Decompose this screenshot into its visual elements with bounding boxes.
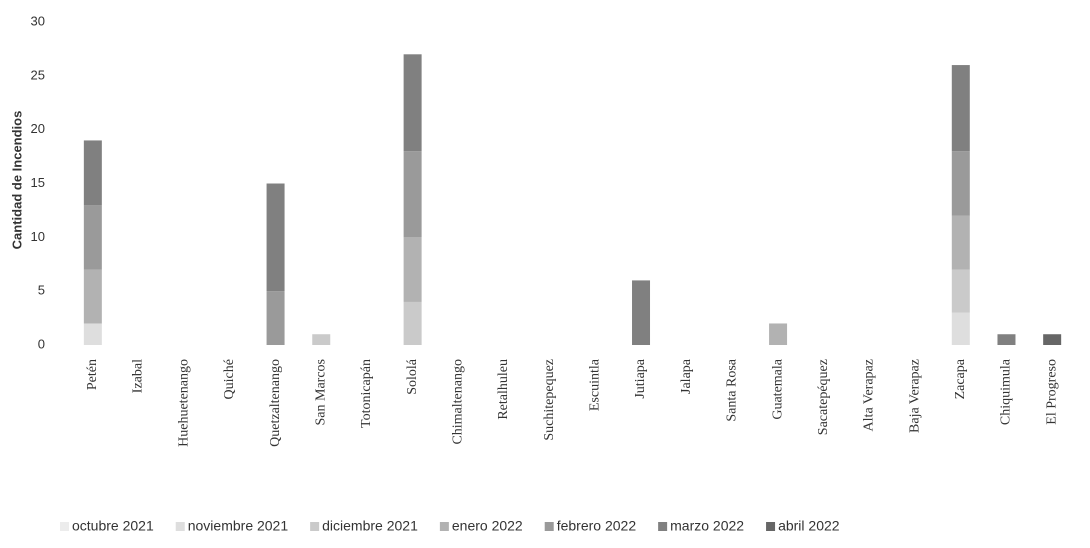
- x-tick-label: El Progreso: [1044, 359, 1059, 425]
- x-tick-label: Petén: [85, 359, 100, 390]
- y-tick-label: 20: [31, 121, 45, 136]
- bar-segment: [951, 151, 970, 216]
- x-tick-label: Totonicapán: [359, 359, 374, 428]
- bar-segment: [951, 215, 970, 270]
- bar-segment: [312, 334, 331, 345]
- legend-swatch: [439, 522, 449, 531]
- legend-label: marzo 2022: [670, 518, 744, 534]
- legend-label: octubre 2021: [72, 518, 154, 534]
- x-tick-label: Jutiapa: [633, 358, 648, 398]
- bar-segment: [1043, 334, 1062, 345]
- x-tick-label: Chimaltenango: [451, 359, 466, 445]
- legend-label: enero 2022: [452, 518, 523, 534]
- legend-swatch: [310, 522, 320, 531]
- x-tick-label: Zacapa: [953, 358, 968, 399]
- bar-segment: [403, 301, 422, 345]
- y-tick-label: 5: [38, 283, 45, 298]
- y-tick-label: 25: [31, 67, 45, 82]
- legend-swatch: [544, 522, 554, 531]
- bar-segment: [997, 334, 1016, 345]
- legend-swatch: [658, 522, 668, 531]
- x-tick-label: Sacatepéquez: [816, 359, 831, 435]
- bar-segment: [951, 65, 970, 152]
- bar-segment: [769, 323, 788, 345]
- x-tick-label: Quetzaltenango: [268, 359, 283, 447]
- x-tick-label: Huehuetenango: [176, 359, 191, 447]
- x-tick-label: Escuintla: [588, 358, 603, 411]
- y-tick-label: 0: [38, 336, 45, 351]
- x-tick-label: Jalapa: [679, 358, 694, 394]
- bar-segment: [83, 205, 102, 270]
- x-tick-label: Guatemala: [770, 358, 785, 419]
- x-tick-label: Suchitepequez: [542, 359, 557, 441]
- bar-segment: [951, 269, 970, 313]
- legend-label: noviembre 2021: [188, 518, 289, 534]
- bar-segment: [403, 54, 422, 152]
- legend-label: diciembre 2021: [322, 518, 418, 534]
- x-tick-label: Izabal: [131, 359, 146, 393]
- bar-segment: [632, 280, 651, 345]
- x-tick-label: Alta Verapaz: [862, 359, 877, 431]
- legend-swatch: [766, 522, 776, 531]
- bar-segment: [266, 183, 285, 292]
- x-tick-label: Chiquimula: [999, 358, 1014, 425]
- legend-label: abril 2022: [778, 518, 840, 534]
- y-tick-label: 15: [31, 175, 45, 190]
- x-tick-label: Retalhuleu: [496, 359, 511, 420]
- bar-segment: [951, 312, 970, 345]
- y-axis-label: Cantidad de Incendios: [9, 111, 24, 250]
- legend-label: febrero 2022: [557, 518, 637, 534]
- x-tick-label: Baja Verapaz: [907, 359, 922, 433]
- x-tick-label: San Marcos: [313, 359, 328, 426]
- bar-segment: [266, 291, 285, 345]
- bar-segment: [83, 269, 102, 324]
- y-tick-label: 10: [31, 229, 45, 244]
- legend-swatch: [175, 522, 185, 531]
- bar-segment: [83, 323, 102, 345]
- x-tick-label: Quiché: [222, 359, 237, 399]
- legend-swatch: [60, 522, 69, 531]
- y-tick-label: 30: [31, 13, 45, 28]
- x-tick-label: Sololá: [405, 358, 420, 395]
- x-tick-label: Santa Rosa: [725, 358, 740, 421]
- bar-segment: [83, 140, 102, 206]
- bar-segment: [403, 151, 422, 238]
- bar-segment: [403, 237, 422, 302]
